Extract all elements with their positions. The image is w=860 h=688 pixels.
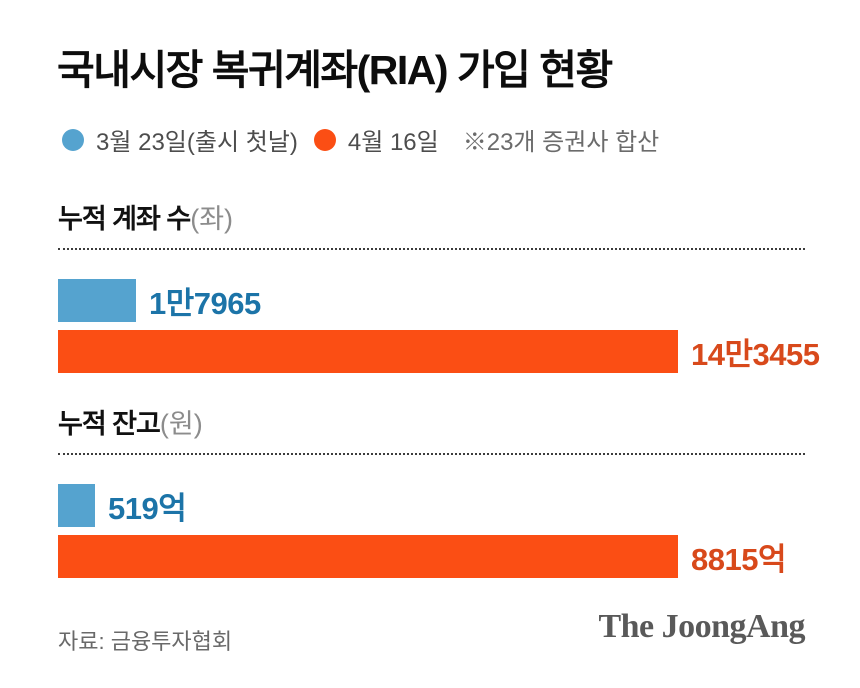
section-cumulative-accounts: 누적 계좌 수(좌) 1만7965 14만3455	[58, 203, 820, 373]
legend-item-april16: 4월 16일	[313, 122, 439, 157]
section-title-accounts: 누적 계좌 수	[58, 204, 191, 234]
bar-accounts-april16	[58, 330, 678, 373]
bar-row-balance-april16: 8815억	[58, 535, 805, 578]
section-cumulative-balance: 누적 잔고(원) 519억 8815억	[58, 408, 805, 578]
section-header-accounts: 누적 계좌 수(좌)	[58, 203, 805, 250]
bar-value-balance-march23: 519억	[108, 491, 187, 526]
bar-value-accounts-march23: 1만7965	[149, 286, 261, 321]
legend-label-april16: 4월 16일	[347, 129, 439, 156]
data-source: 자료: 금융투자협회	[58, 629, 233, 654]
legend-item-march23: 3월 23일(출시 첫날)	[62, 122, 298, 157]
legend-note: ※23개 증권사 합산	[462, 129, 660, 156]
section-header-balance: 누적 잔고(원)	[58, 408, 805, 455]
chart-title: 국내시장 복귀계좌(RIA) 가입 현황	[57, 47, 613, 93]
bar-balance-april16	[58, 535, 678, 578]
joongang-logo: The JoongAng	[598, 608, 805, 645]
section-title-balance: 누적 잔고	[58, 409, 161, 439]
bar-accounts-march23	[58, 279, 136, 322]
orange-dot-icon	[313, 128, 336, 151]
bar-balance-march23	[58, 484, 95, 527]
bar-value-balance-april16: 8815억	[691, 542, 786, 577]
bar-value-accounts-april16: 14만3455	[691, 337, 820, 372]
bar-row-balance-march23: 519억	[58, 484, 805, 527]
bar-row-accounts-march23: 1만7965	[58, 279, 805, 322]
section-unit-balance: (원)	[159, 409, 203, 439]
blue-dot-icon	[62, 128, 84, 151]
legend-label-march23: 3월 23일(출시 첫날)	[96, 129, 298, 156]
bar-row-accounts-april16: 14만3455	[58, 330, 820, 373]
legend: 3월 23일(출시 첫날) 4월 16일 ※23개 증권사 합산	[62, 122, 659, 157]
section-unit-accounts: (좌)	[190, 204, 234, 234]
